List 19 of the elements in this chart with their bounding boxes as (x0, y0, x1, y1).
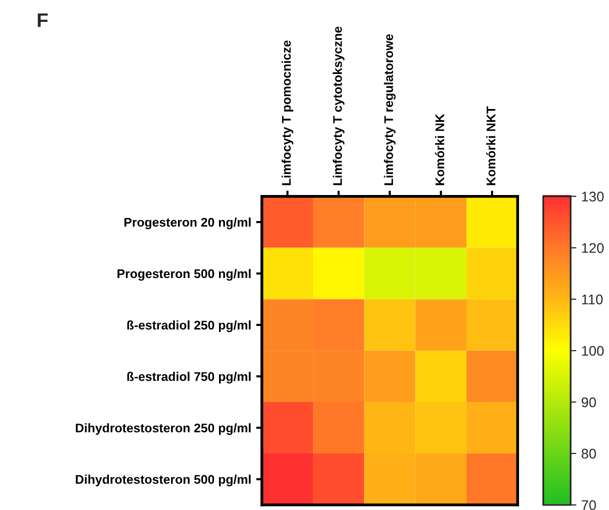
color-bar-label: 80 (582, 448, 596, 459)
color-bar-label: 90 (582, 397, 596, 408)
y-tick-label: Progesteron 20 ng/ml (124, 218, 251, 230)
y-tick-label: Progesteron 500 ng/ml (118, 268, 251, 281)
color-bar-label: 100 (582, 346, 604, 356)
color-bar-label: 110 (582, 294, 603, 304)
x-tick-label: Limfocyty T regulatorowe (384, 34, 396, 186)
x-tick-label: Komórki NKT (486, 106, 496, 186)
y-tick-label: ß-estradiol 750 pg/ml (127, 372, 251, 384)
y-tick-label: ß-estradiol 250 pg/ml (127, 320, 251, 332)
text: F (38, 13, 48, 27)
y-tick-label: Dihydrotestosteron 250 pg/ml (76, 423, 251, 435)
color-bar-label: 120 (582, 243, 604, 253)
color-bar-label: 70 (582, 500, 596, 510)
x-tick-label: Komórki NK (434, 114, 444, 186)
x-tick-label: Limfocyty T cytotoksyczne (332, 26, 344, 186)
x-tick-label: Limfocyty T pomocnicze (282, 40, 294, 186)
y-tick-label: Dihydrotestosteron 500 pg/ml (76, 474, 251, 486)
color-bar-label: 130 (582, 192, 604, 202)
